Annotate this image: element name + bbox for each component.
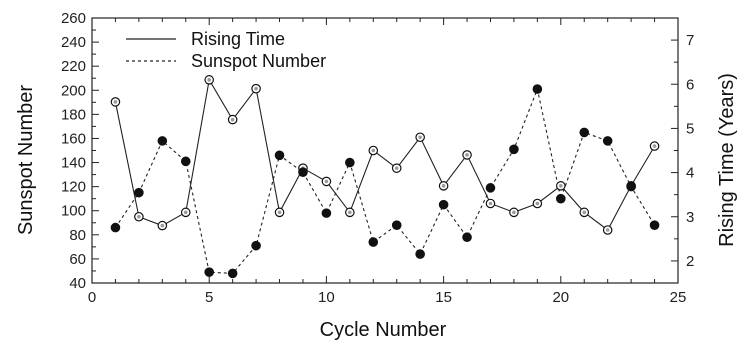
x-axis-title: Cycle Number (320, 319, 447, 341)
sunspot-number-point (110, 222, 121, 233)
axes: 0 5 10 15 20 25406080100120140160180200220240… (61, 10, 694, 306)
y-right-tick-label: 7 (686, 32, 694, 49)
rising-time-point-center (277, 210, 282, 215)
y-left-tick-label: 60 (69, 251, 86, 268)
rising-time-point-center (371, 148, 376, 153)
y-left-tick-label: 40 (69, 275, 86, 292)
series-line-sunspot-number (114, 87, 656, 274)
y-left-tick-label: 100 (61, 203, 86, 220)
rising-time-point-center (324, 179, 329, 184)
sunspot-number-point (180, 156, 191, 167)
sunspot-number-point (532, 84, 543, 94)
sunspot-number-point (415, 249, 425, 259)
y-right-tick-label: 6 (686, 76, 694, 93)
rising-time-point-center (535, 201, 540, 206)
sunspot-number-point (157, 136, 168, 146)
rising-time-point-center (441, 184, 446, 188)
sunspot-number-point (251, 240, 261, 251)
y-left-tick-label: 200 (61, 82, 86, 99)
x-tick-label: 25 (670, 289, 687, 306)
rising-time-point-center (160, 223, 165, 228)
legend-label-sunspot-number: Sunspot Number (191, 51, 326, 71)
y-axis-right-title: Rising Time (Years) (716, 73, 738, 247)
rising-time-point-center (254, 86, 258, 91)
sunspot-number-point (368, 237, 379, 247)
sunspot-number-point (626, 181, 636, 192)
rising-time-point-center (418, 135, 422, 140)
rising-time-point-center (512, 210, 516, 215)
legend: Rising Time Sunspot Number (126, 29, 326, 71)
x-tick-label: 10 (318, 289, 335, 306)
x-tick-label: 15 (435, 289, 452, 306)
sunspot-number-point (345, 157, 355, 168)
rising-time-point-center (394, 166, 399, 170)
y-right-tick-label: 4 (686, 165, 694, 182)
rising-time-point-center (559, 184, 563, 188)
sunspot-number-point (391, 220, 402, 230)
y-left-tick-label: 140 (61, 155, 86, 172)
y-left-tick-label: 180 (61, 106, 86, 123)
rising-time-point-center (605, 228, 610, 232)
sunspot-number-point (321, 208, 332, 218)
x-tick-label: 0 (88, 289, 96, 306)
y-axis-left-title: Sunspot Number (15, 85, 37, 235)
rising-time-point-center (137, 214, 141, 219)
y-left-tick-label: 160 (61, 130, 86, 147)
x-tick-label: 5 (205, 289, 213, 306)
y-left-tick-label: 80 (69, 227, 86, 244)
rising-time-point-center (652, 144, 657, 148)
plot-frame (91, 17, 679, 284)
y-right-tick-label: 3 (686, 209, 694, 226)
rising-time-point-center (230, 117, 235, 122)
sunspot-number-point (204, 267, 214, 277)
y-left-tick-label: 120 (61, 179, 86, 196)
sunspot-number-point (274, 150, 285, 161)
rising-time-point-center (183, 210, 188, 215)
sunspot-number-point (649, 220, 660, 230)
x-tick-label: 20 (552, 289, 569, 306)
rising-time-point-center (348, 210, 352, 215)
y-left-tick-label: 260 (61, 10, 86, 27)
sunspot-number-point (298, 167, 308, 177)
legend-label-rising-time: Rising Time (191, 29, 285, 49)
sunspot-number-point (438, 199, 449, 210)
sunspot-number-point (485, 183, 496, 193)
sunspot-number-point (462, 232, 472, 243)
rising-time-point-center (465, 153, 469, 157)
sunspot-number-point (602, 136, 613, 146)
y-right-tick-label: 2 (686, 253, 694, 270)
series-layer (110, 75, 660, 279)
sunspot-number-point (555, 193, 566, 204)
sunspot-number-point (227, 268, 238, 279)
sunspot-number-point (134, 187, 144, 198)
sunspot-number-point (579, 127, 590, 138)
rising-time-point-center (207, 78, 211, 82)
y-right-tick-label: 5 (686, 120, 694, 137)
rising-time-point-center (113, 100, 118, 104)
y-left-tick-label: 220 (61, 58, 86, 75)
rising-time-point-center (488, 201, 493, 206)
sunspot-number-point (509, 144, 519, 155)
y-left-tick-label: 240 (61, 34, 86, 51)
rising-time-point-center (582, 210, 587, 215)
series-line-rising-time (114, 78, 656, 231)
